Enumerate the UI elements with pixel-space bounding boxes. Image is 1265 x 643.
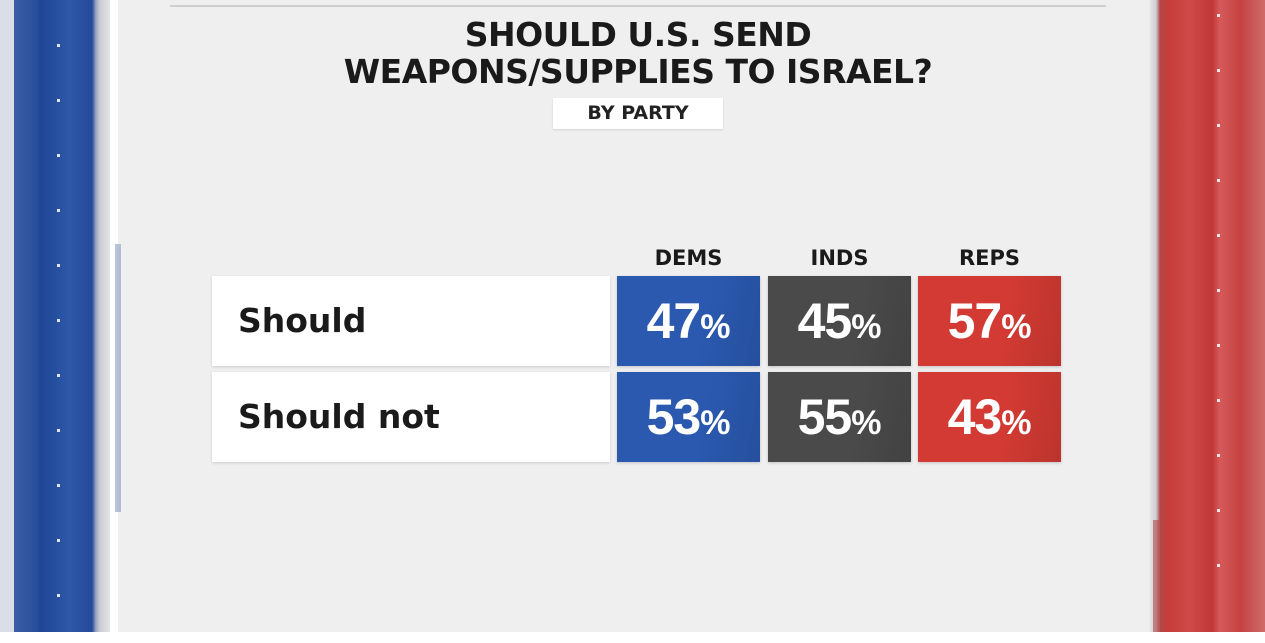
- pillar-tick: [1217, 124, 1220, 127]
- right-accent-bar: [1153, 520, 1159, 632]
- left-accent-bar: [115, 244, 121, 512]
- pillar-tick: [1217, 289, 1220, 292]
- subtitle-badge: BY PARTY: [553, 98, 723, 129]
- pillar-tick: [1217, 14, 1220, 17]
- unit-should-not-reps: %: [1001, 404, 1032, 442]
- value-should-not-inds: 55: [797, 389, 853, 445]
- value-should-reps: 57: [947, 293, 1003, 349]
- pillar-tick: [57, 264, 60, 267]
- cell-should-inds: 45%: [768, 276, 911, 366]
- cell-should-not-dems: 53%: [617, 372, 760, 462]
- pillar-tick: [57, 484, 60, 487]
- title-line-1: SHOULD U.S. SEND: [464, 15, 812, 54]
- pillar-tick: [1217, 179, 1220, 182]
- column-header-inds: INDS: [810, 246, 869, 270]
- pillar-tick: [57, 44, 60, 47]
- pillar-tick: [57, 374, 60, 377]
- left-blue-pillar: [0, 0, 110, 632]
- unit-should-not-inds: %: [851, 404, 882, 442]
- pillar-tick: [1217, 69, 1220, 72]
- cell-should-reps: 57%: [918, 276, 1061, 366]
- column-header-reps: REPS: [958, 246, 1021, 270]
- pillar-tick: [57, 319, 60, 322]
- unit-should-dems: %: [700, 308, 731, 346]
- value-should-not-reps: 43: [947, 389, 1003, 445]
- pillar-tick: [57, 154, 60, 157]
- pillar-tick: [1217, 344, 1220, 347]
- chart-title: SHOULD U.S. SEND WEAPONS/SUPPLIES TO ISR…: [250, 16, 1026, 90]
- pillar-tick: [1217, 234, 1220, 237]
- cell-should-not-reps: 43%: [918, 372, 1061, 462]
- pillar-tick: [1217, 509, 1220, 512]
- pillar-tick: [1217, 399, 1220, 402]
- row-label-should-not: Should not: [212, 372, 610, 462]
- pillar-tick: [1217, 454, 1220, 457]
- unit-should-inds: %: [851, 308, 882, 346]
- value-should-inds: 45: [797, 293, 853, 349]
- right-red-pillar: [1150, 0, 1265, 632]
- cell-should-dems: 47%: [617, 276, 760, 366]
- unit-should-reps: %: [1001, 308, 1032, 346]
- column-header-dems: DEMS: [654, 246, 723, 270]
- row-label-should: Should: [212, 276, 610, 366]
- pillar-tick: [57, 594, 60, 597]
- unit-should-not-dems: %: [700, 404, 731, 442]
- value-should-not-dems: 53: [646, 389, 702, 445]
- pillar-tick: [1217, 564, 1220, 567]
- bottom-strip: [0, 632, 1265, 643]
- pillar-tick: [57, 539, 60, 542]
- title-line-2: WEAPONS/SUPPLIES TO ISRAEL?: [343, 52, 933, 91]
- pillar-tick: [57, 99, 60, 102]
- pillar-tick: [57, 429, 60, 432]
- cell-should-not-inds: 55%: [768, 372, 911, 462]
- panel-top-line: [170, 5, 1106, 7]
- value-should-dems: 47: [646, 293, 702, 349]
- pillar-tick: [57, 209, 60, 212]
